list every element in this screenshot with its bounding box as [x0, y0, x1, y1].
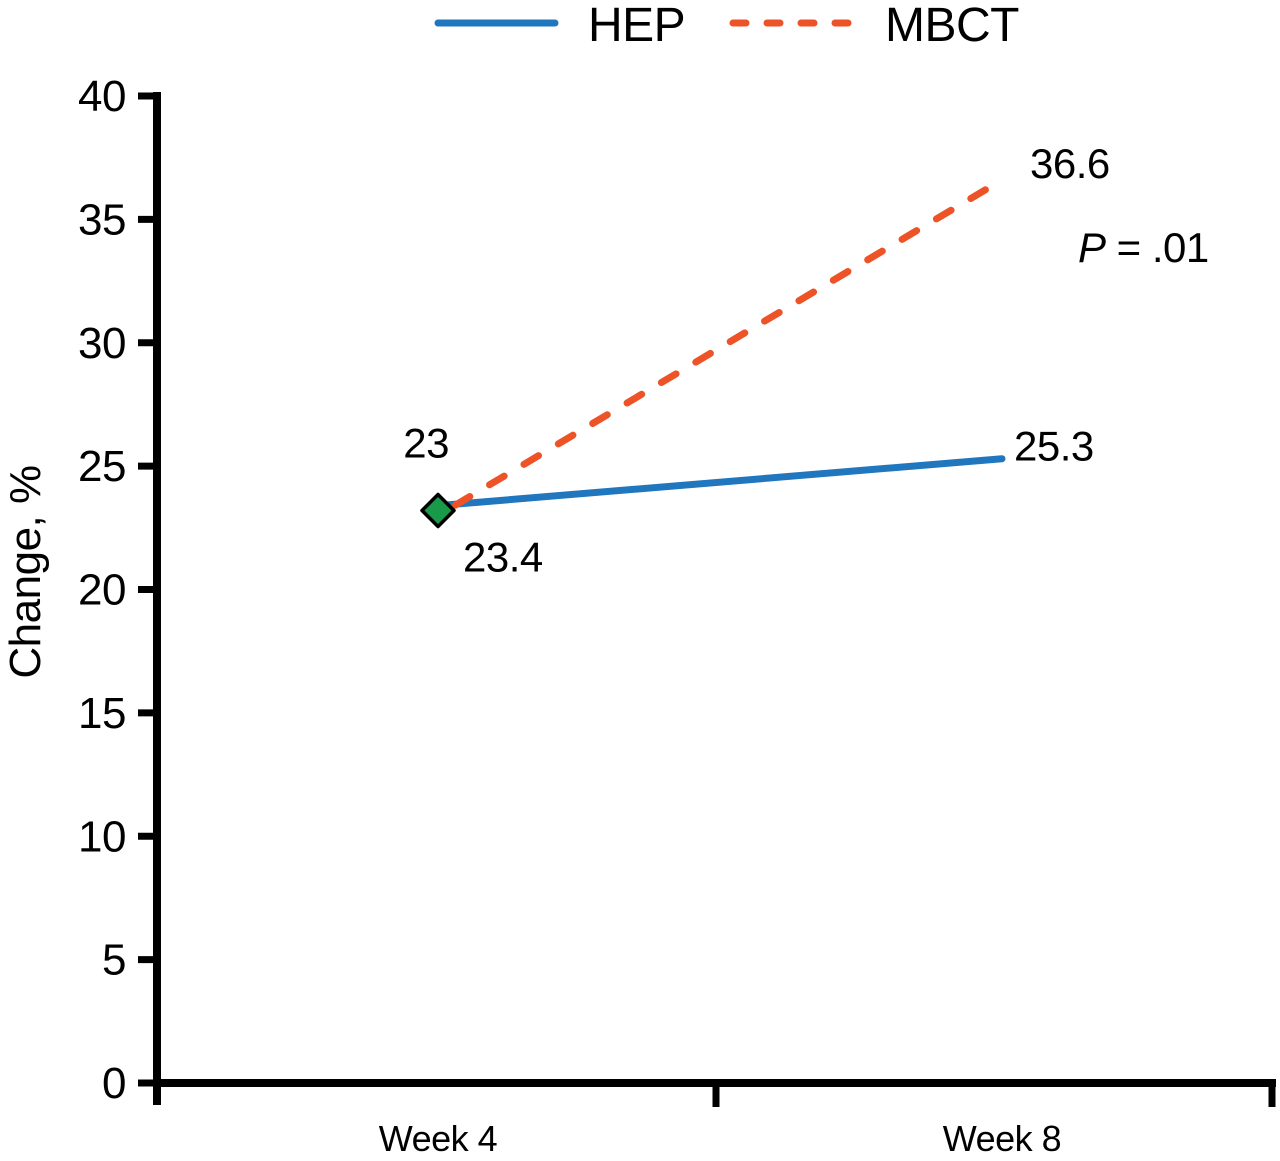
x-axis: Week 4 Week 8 — [153, 1079, 1276, 1159]
y-tick-label: 0 — [102, 1059, 126, 1108]
x-category-label: Week 4 — [379, 1118, 497, 1159]
legend-label-mbct: MBCT — [885, 0, 1019, 52]
y-axis-title: Change, % — [1, 465, 50, 678]
y-tick-label: 15 — [78, 689, 126, 738]
data-labels: 23.4 25.3 23 36.6 — [403, 140, 1110, 581]
mbct-line — [451, 176, 1006, 509]
legend: HEP MBCT — [434, 0, 1020, 52]
baseline-diamond-marker — [420, 492, 456, 529]
y-tick-label: 35 — [78, 195, 126, 244]
x-ticks — [712, 1083, 1276, 1107]
p-annotation-rest: = .01 — [1106, 224, 1209, 271]
y-tick-label: 30 — [78, 319, 126, 368]
hep-point-label: 25.3 — [1014, 423, 1094, 470]
legend-label-hep: HEP — [588, 0, 685, 52]
p-value-annotation: P = .01 — [1078, 224, 1209, 271]
y-tick-label: 40 — [78, 72, 126, 121]
p-annotation-italic: P — [1078, 224, 1106, 271]
hep-line — [434, 455, 1006, 510]
y-axis: 0 5 10 15 20 25 30 35 40 Change, % — [1, 72, 161, 1108]
x-category-label: Week 8 — [943, 1118, 1061, 1159]
baseline-marker-group — [420, 492, 456, 529]
hep-point-label: 23.4 — [463, 534, 543, 581]
y-tick-label: 5 — [102, 936, 126, 985]
y-tick-label: 25 — [78, 442, 126, 491]
mbct-point-label: 23 — [403, 419, 449, 466]
x-category-labels: Week 4 Week 8 — [379, 1118, 1062, 1159]
y-tick-label: 10 — [78, 812, 126, 861]
series-lines — [434, 176, 1006, 510]
y-ticks: 0 5 10 15 20 25 30 35 40 — [78, 72, 161, 1108]
mbct-point-label: 36.6 — [1030, 140, 1110, 187]
y-tick-label: 20 — [78, 566, 126, 615]
